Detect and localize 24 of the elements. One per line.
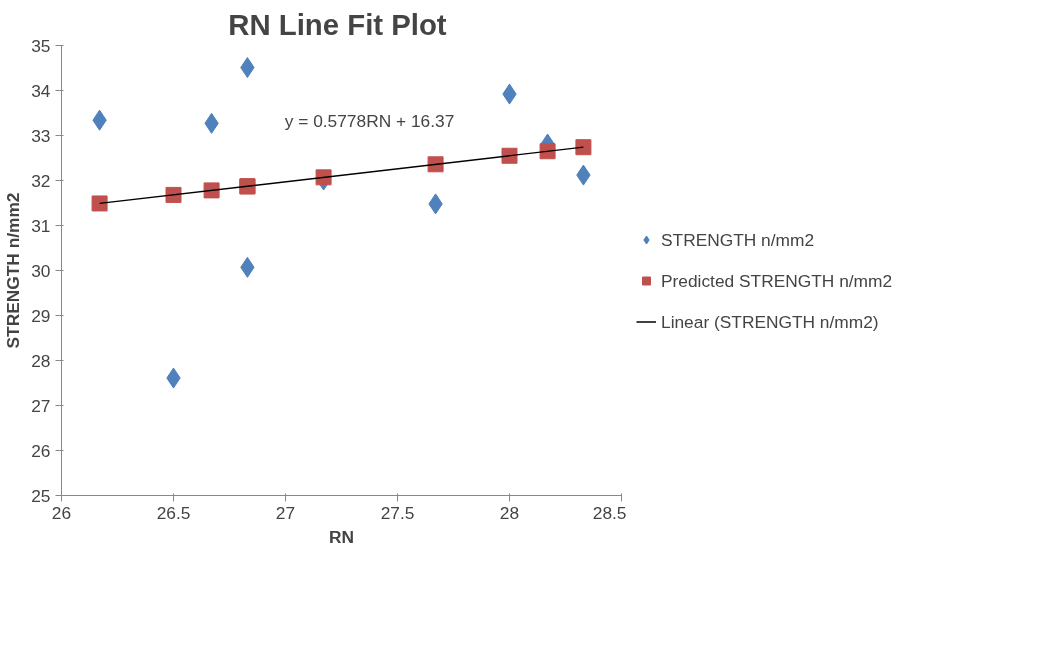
x-tick-label: 28.5 — [592, 502, 627, 523]
x-tick-label: 27.5 — [380, 502, 415, 523]
y-tick-label: 34 — [31, 80, 51, 101]
legend-label: Predicted STRENGTH n/mm2 — [661, 270, 893, 291]
y-tick-label: 31 — [31, 215, 51, 236]
y-tick-label: 35 — [31, 35, 51, 56]
legend-label: STRENGTH n/mm2 — [661, 229, 815, 250]
y-tick-label: 30 — [31, 260, 51, 281]
legend-label: Linear (STRENGTH n/mm2) — [661, 311, 879, 332]
x-tick-label: 26 — [51, 502, 72, 523]
y-tick-label: 27 — [31, 395, 51, 416]
annotation: y = 0.5778RN + 16.37 — [284, 111, 455, 131]
chart-title: RN Line Fit Plot — [228, 7, 447, 41]
y-tick-label: 32 — [31, 170, 51, 191]
x-tick-label: 28 — [499, 502, 520, 523]
x-tick-label: 26.5 — [156, 502, 191, 523]
y-tick-label: 26 — [31, 440, 51, 461]
y-tick-label: 25 — [31, 485, 51, 506]
y-axis-title: STRENGTH n/mm2 — [3, 192, 24, 349]
y-tick-label: 29 — [31, 305, 51, 326]
x-axis-title: RN — [328, 526, 355, 547]
x-tick-label: 27 — [275, 502, 296, 523]
y-tick-label: 33 — [31, 125, 51, 146]
y-tick-label: 28 — [31, 350, 51, 371]
